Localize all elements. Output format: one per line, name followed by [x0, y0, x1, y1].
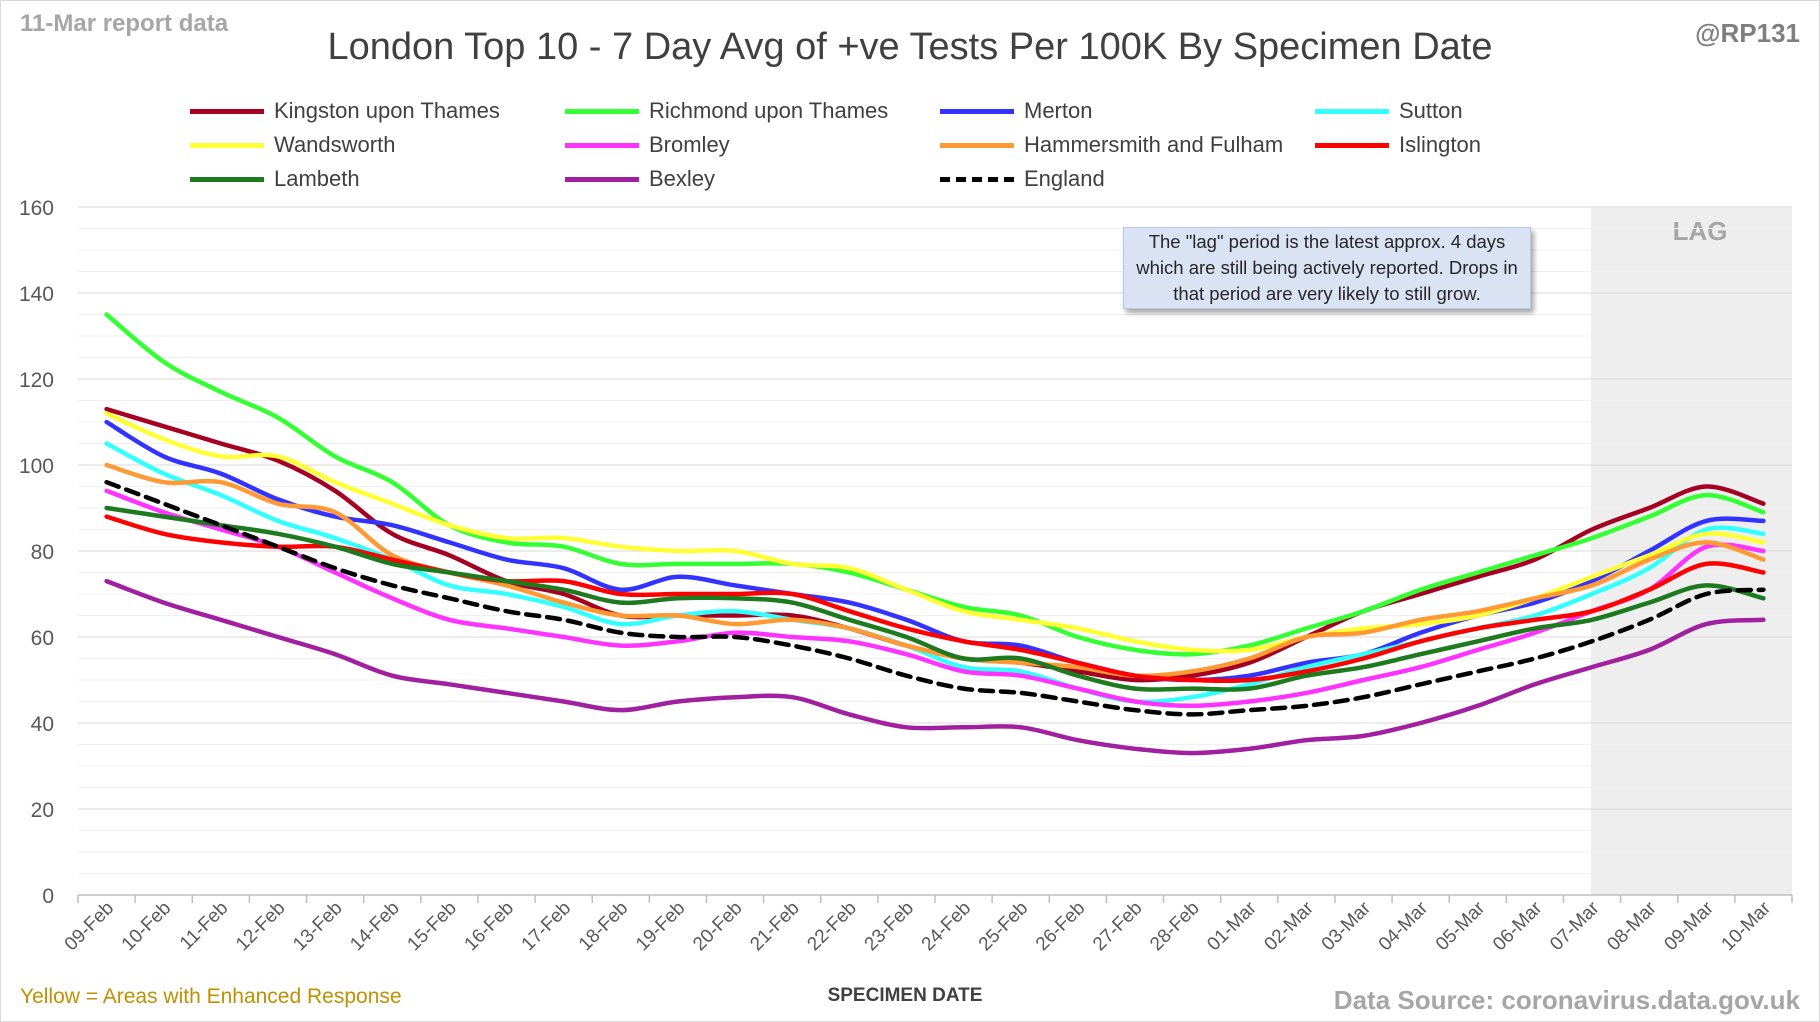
enhanced-response-note: Yellow = Areas with Enhanced Response	[20, 985, 402, 1008]
legend-label: Kingston upon Thames	[274, 98, 500, 123]
series-line-england	[104, 479, 1766, 717]
series-line-bromley	[104, 488, 1766, 709]
lag-annotation: The "lag" period is the latest approx. 4…	[1123, 227, 1531, 309]
x-tick-label: 04-Mar	[1375, 897, 1433, 955]
series-line-islington	[104, 514, 1766, 684]
x-tick-label: 20-Feb	[689, 898, 746, 955]
legend-item: Islington	[1315, 130, 1481, 160]
x-tick-label: 02-Mar	[1260, 897, 1318, 955]
x-tick-label: 10-Feb	[118, 898, 175, 955]
legend-swatch	[565, 176, 639, 182]
x-tick-label: 13-Feb	[289, 898, 346, 955]
x-axis-title: SPECIMEN DATE	[828, 985, 983, 1006]
x-tick-label: 09-Mar	[1660, 897, 1718, 955]
x-tick-label: 25-Feb	[975, 898, 1032, 955]
x-tick-label: 28-Feb	[1146, 898, 1203, 955]
legend-item: England	[940, 164, 1105, 194]
x-tick-label: 22-Feb	[803, 898, 860, 955]
x-tick-label: 24-Feb	[918, 898, 975, 955]
legend-item: Richmond upon Thames	[565, 96, 888, 126]
legend-swatch	[565, 108, 639, 114]
legend-swatch	[940, 142, 1014, 148]
x-tick-label: 23-Feb	[861, 898, 918, 955]
x-tick-label: 10-Mar	[1718, 897, 1776, 955]
x-tick-label: 01-Mar	[1203, 897, 1261, 955]
x-tick-label: 09-Feb	[61, 898, 118, 955]
legend-label: England	[1024, 166, 1105, 191]
y-tick-label: 0	[42, 885, 54, 908]
x-tick-label: 14-Feb	[346, 898, 403, 955]
chart-legend: Kingston upon Thames Richmond upon Thames…	[190, 96, 1550, 206]
x-tick-label: 17-Feb	[518, 898, 575, 955]
x-tick-label: 18-Feb	[575, 898, 632, 955]
legend-item: Bromley	[565, 130, 730, 160]
y-tick-label: 20	[31, 799, 54, 822]
legend-swatch	[190, 176, 264, 182]
x-tick-label: 05-Mar	[1432, 897, 1490, 955]
chart-title: London Top 10 - 7 Day Avg of +ve Tests P…	[327, 26, 1493, 68]
x-tick-label: 27-Feb	[1089, 898, 1146, 955]
x-tick-label: 16-Feb	[461, 898, 518, 955]
legend-label: Richmond upon Thames	[649, 98, 889, 123]
series-line-hammersmith-and-fulham	[104, 462, 1766, 679]
legend-swatch	[190, 108, 264, 114]
x-tick-label: 21-Feb	[746, 898, 803, 955]
x-tick-label: 03-Mar	[1318, 897, 1376, 955]
y-tick-label: 100	[19, 455, 54, 478]
legend-label: Bexley	[649, 166, 716, 191]
legend-item: Bexley	[565, 164, 715, 194]
data-source: Data Source: coronavirus.data.gov.uk	[1333, 985, 1800, 1015]
legend-item: Hammersmith and Fulham	[940, 130, 1283, 160]
author-handle: @RP131	[1695, 18, 1800, 48]
x-tick-label: 07-Mar	[1546, 897, 1604, 955]
x-tick-label: 19-Feb	[632, 898, 689, 955]
y-tick-label: 140	[19, 283, 54, 306]
legend-item: Merton	[940, 96, 1092, 126]
series-line-wandsworth	[104, 411, 1766, 654]
legend-label: Sutton	[1399, 98, 1463, 123]
y-tick-label: 120	[19, 369, 54, 392]
legend-label: Merton	[1024, 98, 1093, 123]
legend-item: Kingston upon Thames	[190, 96, 500, 126]
y-tick-label: 40	[31, 713, 54, 736]
series-line-bexley	[104, 578, 1766, 756]
legend-item: Sutton	[1315, 96, 1463, 126]
report-date-label: 11-Mar report data	[20, 10, 229, 37]
x-tick-label: 15-Feb	[403, 898, 460, 955]
legend-swatch	[1315, 108, 1389, 114]
x-tick-label: 26-Feb	[1032, 898, 1089, 955]
legend-label: Bromley	[649, 132, 730, 157]
y-tick-label: 60	[31, 627, 54, 650]
legend-item: Lambeth	[190, 164, 360, 194]
lag-label: LAG	[1673, 216, 1728, 246]
y-tick-label: 160	[19, 197, 54, 220]
legend-swatch	[565, 142, 639, 148]
legend-swatch	[1315, 142, 1389, 148]
legend-label: Islington	[1399, 132, 1481, 157]
x-tick-label: 08-Mar	[1603, 897, 1661, 955]
x-tick-label: 12-Feb	[232, 898, 289, 955]
legend-swatch	[940, 108, 1014, 114]
x-tick-label: 06-Mar	[1489, 897, 1547, 955]
legend-label: Lambeth	[274, 166, 360, 191]
legend-item: Wandsworth	[190, 130, 395, 160]
y-tick-label: 80	[31, 541, 54, 564]
legend-label: Hammersmith and Fulham	[1024, 132, 1284, 157]
legend-swatch	[940, 176, 1014, 182]
legend-swatch	[190, 142, 264, 148]
x-tick-label: 11-Feb	[176, 898, 232, 954]
series-line-lambeth	[104, 505, 1766, 692]
legend-label: Wandsworth	[274, 132, 396, 157]
